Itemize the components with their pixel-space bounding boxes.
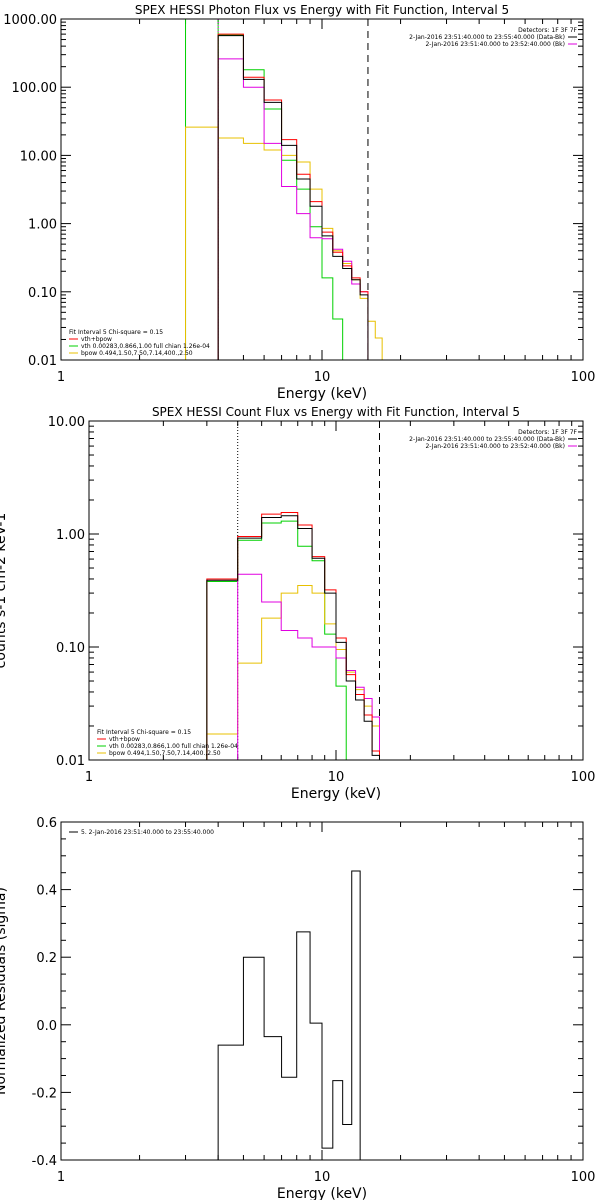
plot-frame (88, 420, 584, 761)
legend: Fit Interval 5 Chi-square = 0.15vth+bpow… (69, 329, 210, 357)
legend-header: Fit Interval 5 Chi-square = 0.15 (97, 729, 191, 736)
y-tick-label: 1000.00 (3, 13, 57, 28)
y-tick-label: 100.00 (12, 81, 58, 96)
chart-title: SPEX HESSI Count Flux vs Energy with Fit… (152, 405, 520, 419)
legend-label: 5. 2-Jan-2016 23:51:40.000 to 23:55:40.0… (81, 829, 214, 836)
plot-area (206, 421, 380, 760)
x-axis-label: Energy (keV) (291, 786, 381, 802)
y-axis-label: counts s-1 cm-2 keV-1 (0, 513, 9, 669)
x-tick-label: 100 (571, 770, 596, 785)
legend-label: 2-Jan-2016 23:51:40.000 to 23:52:40.000 … (425, 41, 565, 48)
legend-label: bpow 0.494,1.50,7.50,7.14,400.,2.50 (81, 350, 193, 357)
x-tick-label: 100 (571, 1170, 596, 1185)
y-tick-label: 0.6 (36, 816, 57, 831)
legend-label: 2-Jan-2016 23:51:40.000 to 23:55:40.000 … (409, 436, 565, 443)
legend-label: vth+bpow (81, 336, 112, 343)
legend: Fit Interval 5 Chi-square = 0.15vth+bpow… (97, 729, 238, 757)
x-axis-label: Energy (keV) (277, 386, 367, 402)
series-bpow-line (185, 126, 389, 360)
y-tick-label: 0.01 (56, 754, 85, 769)
y-tick-label: 0.01 (28, 354, 57, 369)
x-axis-label: Energy (keV) (277, 1186, 367, 1200)
x-tick-label: 1 (85, 770, 93, 785)
series-vth-line (185, 34, 368, 360)
plot-area (185, 19, 389, 360)
series-bk-line (206, 573, 380, 760)
x-tick-label: 10 (328, 770, 345, 785)
plot-frame (60, 821, 584, 1161)
y-axis-label: Normalized Residuals (sigma) (0, 887, 9, 1095)
x-tick-label: 100 (571, 370, 596, 385)
legend-label: 2-Jan-2016 23:51:40.000 to 23:55:40.000 … (409, 34, 565, 41)
y-tick-label: 0.4 (36, 884, 57, 899)
series-data-line (217, 35, 369, 360)
plot-frame (60, 18, 584, 361)
y-tick-label: 0.10 (56, 641, 85, 656)
legend: 5. 2-Jan-2016 23:51:40.000 to 23:55:40.0… (69, 829, 214, 836)
x-tick-label: 10 (314, 1170, 331, 1185)
y-tick-label: 10.00 (20, 149, 57, 164)
series-bk-line (185, 58, 369, 360)
series-total-line (206, 511, 380, 760)
x-tick-label: 1 (57, 370, 65, 385)
y-tick-label: -0.4 (32, 1154, 57, 1169)
y-tick-label: 0.2 (36, 951, 57, 966)
legend-header: Detectors: 1F 3F 7F (518, 429, 577, 436)
legend: Detectors: 1F 3F 7F2-Jan-2016 23:51:40.0… (409, 429, 577, 450)
legend-header: Fit Interval 5 Chi-square = 0.15 (69, 329, 163, 336)
x-tick-label: 10 (314, 370, 331, 385)
legend-label: 2-Jan-2016 23:51:40.000 to 23:52:40.000 … (425, 443, 565, 450)
series-total-line (217, 33, 369, 360)
y-tick-label: 0.10 (28, 286, 57, 301)
y-tick-label: 0.0 (36, 1019, 57, 1034)
x-tick-label: 1 (57, 1170, 65, 1185)
chart-title: SPEX HESSI Photon Flux vs Energy with Fi… (135, 3, 509, 17)
y-tick-label: 10.00 (48, 415, 85, 430)
legend-label: vth 0.00283,0.866,1.00 full chian 1.26e-… (109, 743, 238, 750)
series-data-line (206, 515, 380, 760)
y-tick-label: 1.00 (28, 218, 57, 233)
legend: Detectors: 1F 3F 7F2-Jan-2016 23:51:40.0… (409, 27, 577, 48)
plot-area (217, 870, 368, 1160)
chart-panel-2: SPEX HESSI Count Flux vs Energy with Fit… (0, 405, 595, 802)
legend-label: vth 0.00283,0.866,1.00 full chian 1.26e-… (81, 343, 210, 350)
legend-label: bpow 0.494,1.50,7.50,7.14,400.,2.50 (109, 750, 221, 757)
chart-panel-3: 1 10 100 -0.4 -0.2 0.0 0.2 0.4 0.6 Energy (keV) No… (0, 816, 595, 1200)
legend-label: vth+bpow (109, 736, 140, 743)
series-vth-line (206, 520, 356, 760)
legend-header: Detectors: 1F 3F 7F (518, 27, 577, 34)
series-data-line (217, 870, 368, 1160)
y-tick-label: -0.2 (32, 1086, 57, 1101)
series-bpow-line (206, 585, 380, 760)
y-tick-label: 1.00 (56, 528, 85, 543)
chart-panel-1: SPEX HESSI Photon Flux vs Energy with Fi… (3, 3, 595, 402)
